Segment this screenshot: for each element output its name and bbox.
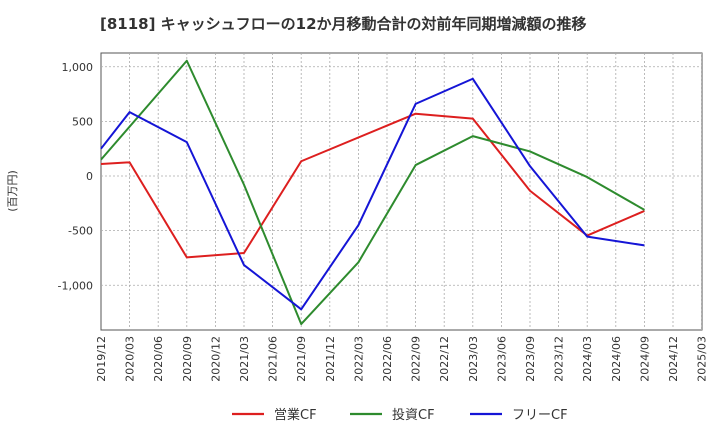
x-tick-label: 2021/03 (238, 336, 251, 382)
legend-label-2: フリーCF (512, 408, 568, 423)
y-tick-label: -500 (68, 225, 93, 238)
y-tick-label: 500 (72, 115, 93, 128)
y-axis-ticks: 1,000 500 0 -500 -1,000 (58, 61, 93, 293)
x-axis-ticks: 2019/12 2020/03 2020/06 2020/09 2020/12 2021/… (95, 336, 709, 382)
x-tick-label: 2021/06 (267, 336, 280, 382)
series-line-0 (100, 112, 645, 259)
chart-title: [8118] キャッシュフローの12か月移動合計の対前年同期増減額の推移 (100, 15, 587, 33)
x-tick-label: 2024/06 (610, 336, 623, 382)
x-tick-label: 2020/03 (124, 336, 137, 382)
x-tick-label: 2023/06 (495, 336, 508, 382)
x-tick-label: 2021/09 (295, 336, 308, 382)
x-tick-label: 2024/12 (667, 336, 680, 382)
series-line-1 (100, 59, 645, 326)
x-tick-label: 2023/09 (524, 336, 537, 382)
x-tick-label: 2020/06 (152, 336, 165, 382)
plot-area (100, 52, 703, 331)
y-tick-label: 1,000 (62, 61, 94, 74)
grid-lines (101, 53, 702, 330)
x-tick-label: 2022/06 (381, 336, 394, 382)
x-tick-label: 2020/09 (181, 336, 194, 382)
x-tick-label: 2021/12 (324, 336, 337, 382)
x-tick-label: 2024/03 (581, 336, 594, 382)
x-tick-label: 2022/03 (352, 336, 365, 382)
x-tick-label: 2019/12 (95, 336, 108, 382)
y-tick-label: 0 (86, 170, 93, 183)
series-line-2 (100, 77, 645, 311)
y-tick-label: -1,000 (58, 279, 93, 292)
x-tick-label: 2022/09 (410, 336, 423, 382)
x-tick-label: 2024/09 (638, 336, 651, 382)
x-tick-label: 2023/12 (553, 336, 566, 382)
x-tick-label: 2023/03 (467, 336, 480, 382)
x-tick-label: 2020/12 (209, 336, 222, 382)
x-tick-label: 2025/03 (696, 336, 709, 382)
series-lines (100, 59, 645, 326)
legend-label-0: 営業CF (274, 407, 317, 423)
x-tick-label: 2022/12 (438, 336, 451, 382)
y-axis-label: (百万円) (6, 170, 19, 212)
legend: 営業CF 投資CF フリーCF (232, 407, 568, 423)
legend-label-1: 投資CF (392, 407, 435, 423)
